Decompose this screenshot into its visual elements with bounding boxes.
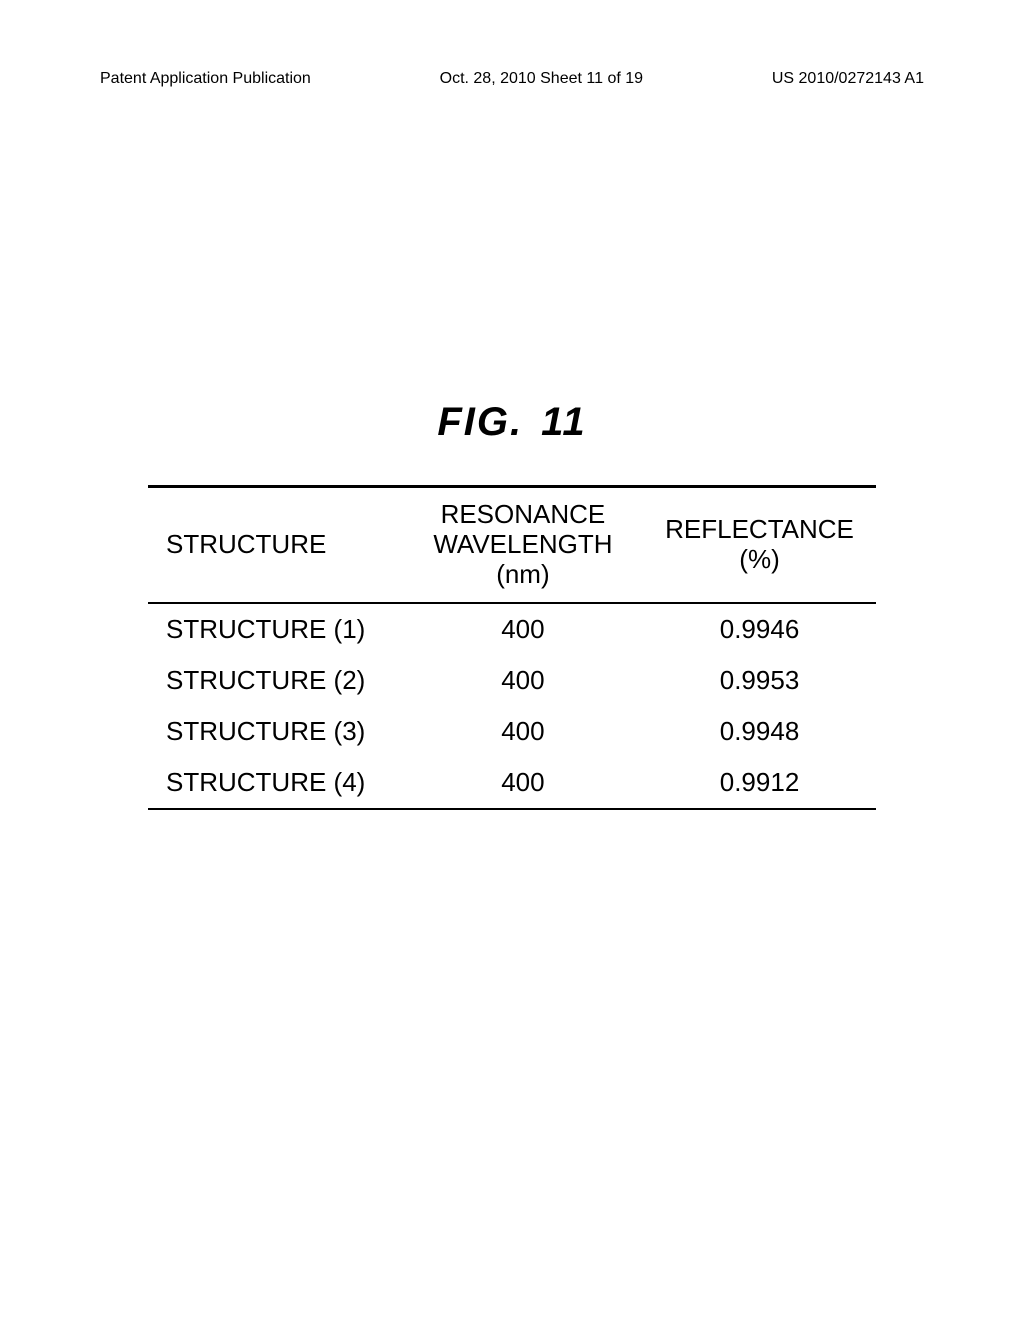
figure-number: 11 [541, 400, 587, 444]
col-header-reflectance: REFLECTANCE (%) [643, 487, 876, 603]
table-row: STRUCTURE (4) 400 0.9912 [148, 757, 876, 809]
page-header: Patent Application Publication Oct. 28, … [0, 70, 1024, 88]
cell-structure: STRUCTURE (3) [148, 706, 403, 757]
table-row: STRUCTURE (3) 400 0.9948 [148, 706, 876, 757]
cell-structure: STRUCTURE (1) [148, 603, 403, 655]
table-header-row: STRUCTURE RESONANCE WAVELENGTH (nm) REFL… [148, 487, 876, 603]
cell-structure: STRUCTURE (2) [148, 655, 403, 706]
col-header-wavelength-line2: WAVELENGTH (nm) [433, 529, 612, 589]
col-header-structure: STRUCTURE [148, 487, 403, 603]
data-table: STRUCTURE RESONANCE WAVELENGTH (nm) REFL… [148, 485, 876, 810]
cell-reflectance: 0.9953 [643, 655, 876, 706]
cell-wavelength: 400 [403, 757, 643, 809]
figure-label: FIG. 11 [437, 400, 586, 445]
cell-wavelength: 400 [403, 655, 643, 706]
figure-prefix: FIG. [437, 400, 523, 444]
cell-structure: STRUCTURE (4) [148, 757, 403, 809]
cell-wavelength: 400 [403, 603, 643, 655]
header-left: Patent Application Publication [100, 70, 311, 88]
cell-wavelength: 400 [403, 706, 643, 757]
table-row: STRUCTURE (2) 400 0.9953 [148, 655, 876, 706]
table-row: STRUCTURE (1) 400 0.9946 [148, 603, 876, 655]
col-header-wavelength: RESONANCE WAVELENGTH (nm) [403, 487, 643, 603]
cell-reflectance: 0.9948 [643, 706, 876, 757]
col-header-wavelength-line1: RESONANCE [441, 499, 606, 529]
cell-reflectance: 0.9946 [643, 603, 876, 655]
header-right: US 2010/0272143 A1 [772, 70, 924, 88]
header-center: Oct. 28, 2010 Sheet 11 of 19 [440, 70, 643, 88]
cell-reflectance: 0.9912 [643, 757, 876, 809]
